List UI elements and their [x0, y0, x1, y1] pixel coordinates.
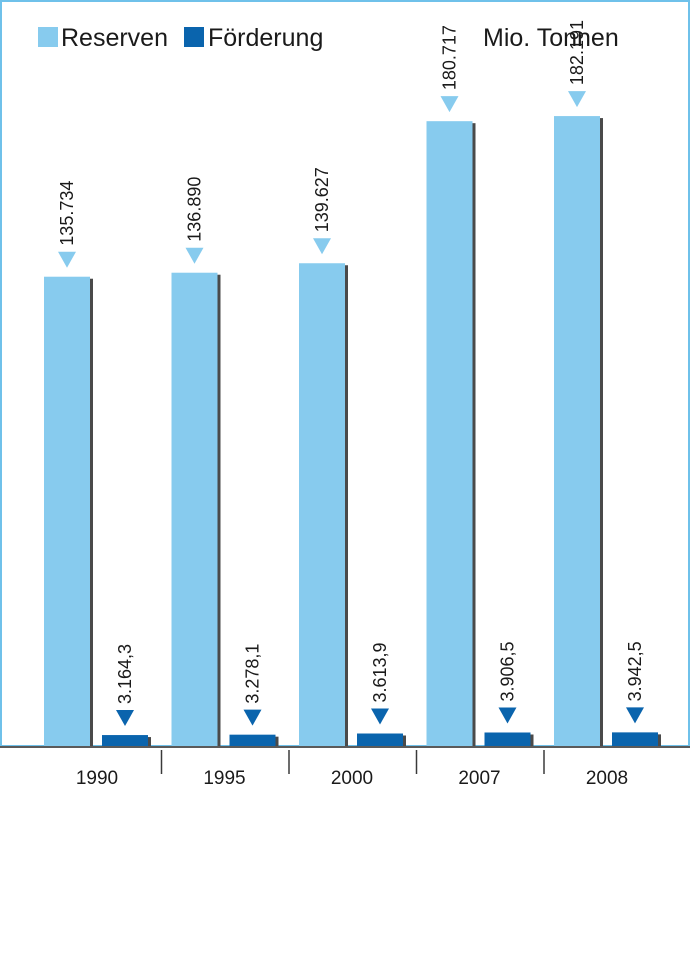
- data-label-reserven: 139.627: [312, 167, 332, 232]
- legend-label-foerderung: Förderung: [208, 24, 323, 52]
- x-tick-label: 1995: [203, 768, 245, 789]
- data-label-foerderung: 3.906,5: [498, 641, 518, 701]
- legend-swatch-reserven: [38, 27, 58, 47]
- data-label-reserven: 180.717: [440, 25, 460, 90]
- value-marker-reserven: [440, 96, 459, 113]
- data-label-reserven: 135.734: [57, 181, 77, 246]
- value-marker-reserven: [568, 91, 586, 108]
- x-tick-label: 2007: [458, 768, 500, 789]
- bar-foerderung: [102, 735, 148, 746]
- data-label-foerderung: 3.942,5: [625, 641, 645, 701]
- bar-reserven: [299, 263, 345, 746]
- value-marker-foerderung: [116, 710, 134, 727]
- bar-reserven: [44, 276, 90, 746]
- bar-foerderung: [229, 734, 276, 746]
- bar-reserven: [171, 272, 218, 746]
- data-label-foerderung: 3.613,9: [370, 642, 390, 702]
- bar-foerderung: [484, 732, 531, 746]
- unit-label: Mio. Tonnen: [483, 24, 619, 52]
- x-tick-label: 2008: [586, 768, 628, 789]
- x-axis: 1990 1995 2000 2007 2008: [76, 750, 628, 789]
- bar-foerderung: [357, 733, 403, 746]
- bar-reserven: [554, 116, 600, 747]
- x-tick-label: 1990: [76, 768, 118, 789]
- bar-foerderung: [612, 732, 658, 746]
- value-marker-foerderung: [243, 709, 262, 726]
- legend-label-reserven: Reserven: [61, 24, 168, 52]
- data-label-reserven: 182.191: [567, 20, 587, 85]
- value-marker-reserven: [58, 251, 76, 268]
- value-marker-foerderung: [626, 707, 644, 724]
- bar-reserven: [426, 121, 473, 746]
- value-marker-reserven: [185, 247, 204, 264]
- value-marker-foerderung: [371, 708, 389, 725]
- data-label-foerderung: 3.164,3: [115, 644, 135, 704]
- x-tick-label: 2000: [331, 768, 373, 789]
- data-label-foerderung: 3.278,1: [243, 644, 263, 704]
- value-marker-foerderung: [498, 707, 517, 724]
- data-label-reserven: 136.890: [185, 177, 205, 242]
- value-marker-reserven: [313, 238, 331, 255]
- legend-swatch-foerderung: [184, 27, 204, 47]
- bars-group: 135.734 3.164,3 136.890 3.278,1 139.627 3.613…: [44, 20, 661, 747]
